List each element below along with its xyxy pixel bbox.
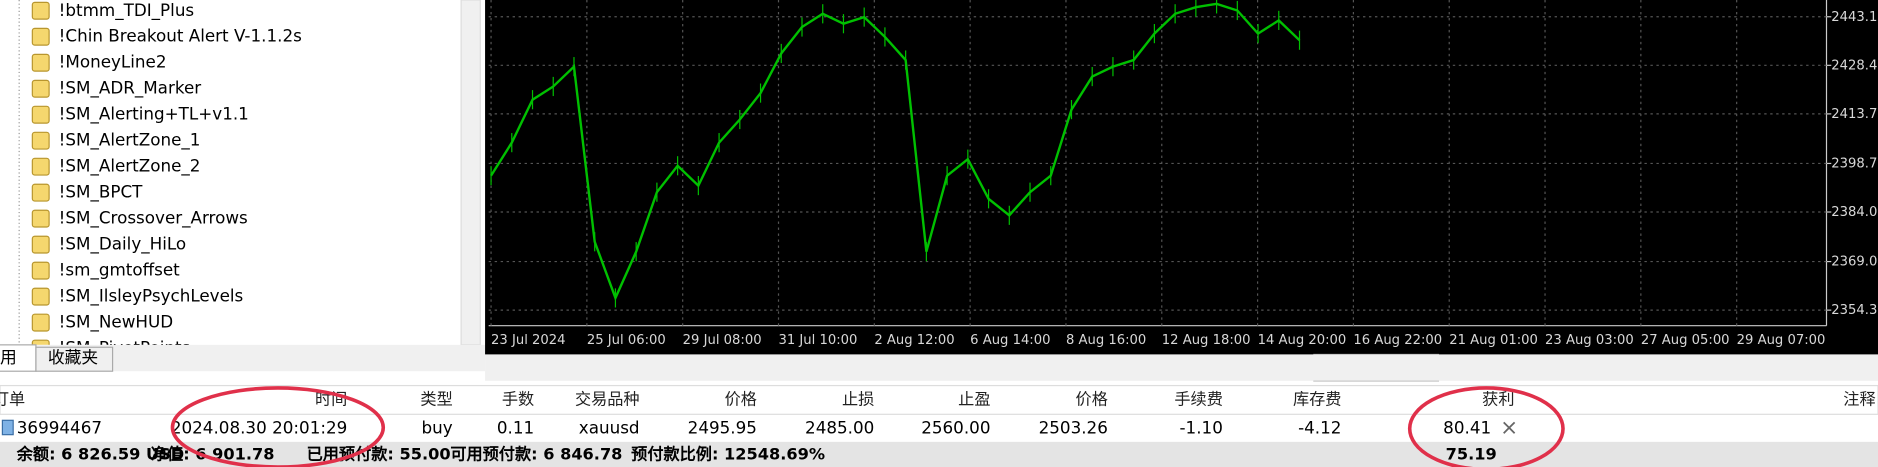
- time-label: 2 Aug 12:00: [874, 333, 954, 348]
- indicator-icon: [31, 313, 50, 332]
- cell: -1.10: [1180, 418, 1223, 438]
- scrollbar[interactable]: [460, 0, 481, 346]
- annotation-circle: [1407, 386, 1565, 467]
- order-icon: [1, 419, 14, 436]
- price-label: 2398.70: [1831, 156, 1878, 171]
- summary-item: 预付款比例: 12548.69%: [631, 445, 825, 464]
- chart-area: [485, 0, 1878, 355]
- close-order-icon[interactable]: ×: [1500, 416, 1518, 441]
- indicator-icon: [31, 79, 50, 98]
- tab-label[interactable]: 收藏夹: [48, 347, 98, 367]
- price-label: 2443.10: [1831, 10, 1878, 25]
- time-label: 31 Jul 10:00: [779, 333, 858, 348]
- time-label: 16 Aug 22:00: [1353, 333, 1442, 348]
- indicator-icon: [31, 183, 50, 202]
- column-header[interactable]: 订单: [0, 389, 25, 408]
- column-header[interactable]: 手续费: [1174, 389, 1222, 408]
- column-header[interactable]: 类型: [420, 389, 452, 408]
- price-line: [490, 2, 1301, 302]
- cell: 36994467: [17, 418, 102, 438]
- navigator-item[interactable]: !SM_Alerting+TL+v1.1: [59, 104, 249, 125]
- summary-item: 净值: 6 901.78: [151, 445, 275, 464]
- cell: buy: [422, 418, 453, 438]
- time-label: 25 Jul 06:00: [587, 333, 666, 348]
- column-header[interactable]: 止损: [842, 389, 874, 408]
- navigator-item[interactable]: !sm_gmtoffset: [59, 260, 180, 281]
- price-label: 2413.70: [1831, 107, 1878, 122]
- time-label: 23 Jul 2024: [491, 333, 565, 348]
- column-header[interactable]: 止盈: [958, 389, 990, 408]
- price-label: 2384.00: [1831, 205, 1878, 220]
- cell: -4.12: [1298, 418, 1341, 438]
- navigator-panel: [0, 0, 462, 345]
- cell: 2503.26: [1039, 418, 1108, 438]
- navigator-item[interactable]: !btmm_TDI_Plus: [59, 0, 194, 21]
- navigator-item[interactable]: !SM_ADR_Marker: [59, 78, 202, 99]
- price-label: 2369.00: [1831, 255, 1878, 270]
- summary-item: 余额: 6 826.59 USD: [16, 445, 184, 464]
- column-header[interactable]: 手数: [502, 389, 534, 408]
- column-header[interactable]: 注释: [1843, 389, 1875, 408]
- cell: 2485.00: [805, 418, 874, 438]
- cell: 2560.00: [921, 418, 990, 438]
- summary-total: 75.19: [1446, 445, 1497, 464]
- cell: xauusd: [579, 418, 640, 438]
- indicator-icon: [31, 339, 50, 345]
- navigator-item[interactable]: !SM_NewHUD: [59, 312, 173, 333]
- annotation-circle: [170, 386, 386, 467]
- cell: 2024.08.30 20:01:29: [171, 418, 347, 438]
- navigator-item[interactable]: !SM_AlertZone_2: [59, 156, 201, 177]
- cell: 80.41: [1443, 418, 1491, 438]
- indicator-icon: [31, 157, 50, 176]
- time-label: 6 Aug 14:00: [970, 333, 1050, 348]
- indicator-icon: [31, 287, 50, 306]
- indicator-icon: [31, 53, 50, 72]
- cell: 2495.95: [688, 418, 757, 438]
- summary-item: 可用预付款: 6 846.78: [450, 445, 622, 464]
- indicator-icon: [31, 209, 50, 228]
- column-header[interactable]: 交易品种: [575, 389, 640, 408]
- time-label: 8 Aug 16:00: [1066, 333, 1146, 348]
- column-header[interactable]: 获利: [1482, 389, 1514, 408]
- time-label: 21 Aug 01:00: [1449, 333, 1538, 348]
- indicator-icon: [31, 131, 50, 150]
- time-label: 29 Jul 08:00: [683, 333, 762, 348]
- chart-tab-bar: [485, 354, 1878, 381]
- navigator-item[interactable]: !SM_Daily_HiLo: [59, 234, 186, 255]
- price-label: 2428.40: [1831, 58, 1878, 73]
- time-label: 27 Aug 05:00: [1641, 333, 1730, 348]
- navigator-item[interactable]: !Chin Breakout Alert V-1.1.2s: [59, 26, 302, 46]
- time-label: 23 Aug 03:00: [1545, 333, 1634, 348]
- price-label: 2354.30: [1831, 303, 1878, 318]
- cell: 0.11: [497, 418, 534, 438]
- column-header[interactable]: 价格: [1076, 389, 1108, 408]
- navigator-item[interactable]: !SM_PivotPoints: [59, 338, 191, 359]
- navigator-item[interactable]: !SM_AlertZone_1: [59, 130, 201, 151]
- time-label: 29 Aug 07:00: [1737, 333, 1826, 348]
- column-header[interactable]: 价格: [725, 389, 757, 408]
- indicator-icon: [31, 261, 50, 280]
- navigator-item[interactable]: !SM_Crossover_Arrows: [59, 208, 248, 229]
- tab[interactable]: [35, 346, 114, 372]
- indicator-icon: [31, 27, 50, 46]
- table-header: [0, 384, 1878, 415]
- indicator-icon: [31, 1, 50, 20]
- indicator-icon: [31, 105, 50, 124]
- column-header[interactable]: 库存费: [1293, 389, 1341, 408]
- navigator-item[interactable]: !MoneyLine2: [59, 52, 167, 72]
- navigator-item[interactable]: !SM_BPCT: [59, 182, 143, 203]
- time-label: 14 Aug 20:00: [1258, 333, 1347, 348]
- tab-label[interactable]: 常用: [0, 347, 17, 367]
- time-label: 12 Aug 18:00: [1162, 333, 1251, 348]
- summary-bar: [0, 441, 1878, 467]
- indicator-icon: [31, 235, 50, 254]
- navigator-item[interactable]: !SM_IlsleyPsychLevels: [59, 286, 244, 307]
